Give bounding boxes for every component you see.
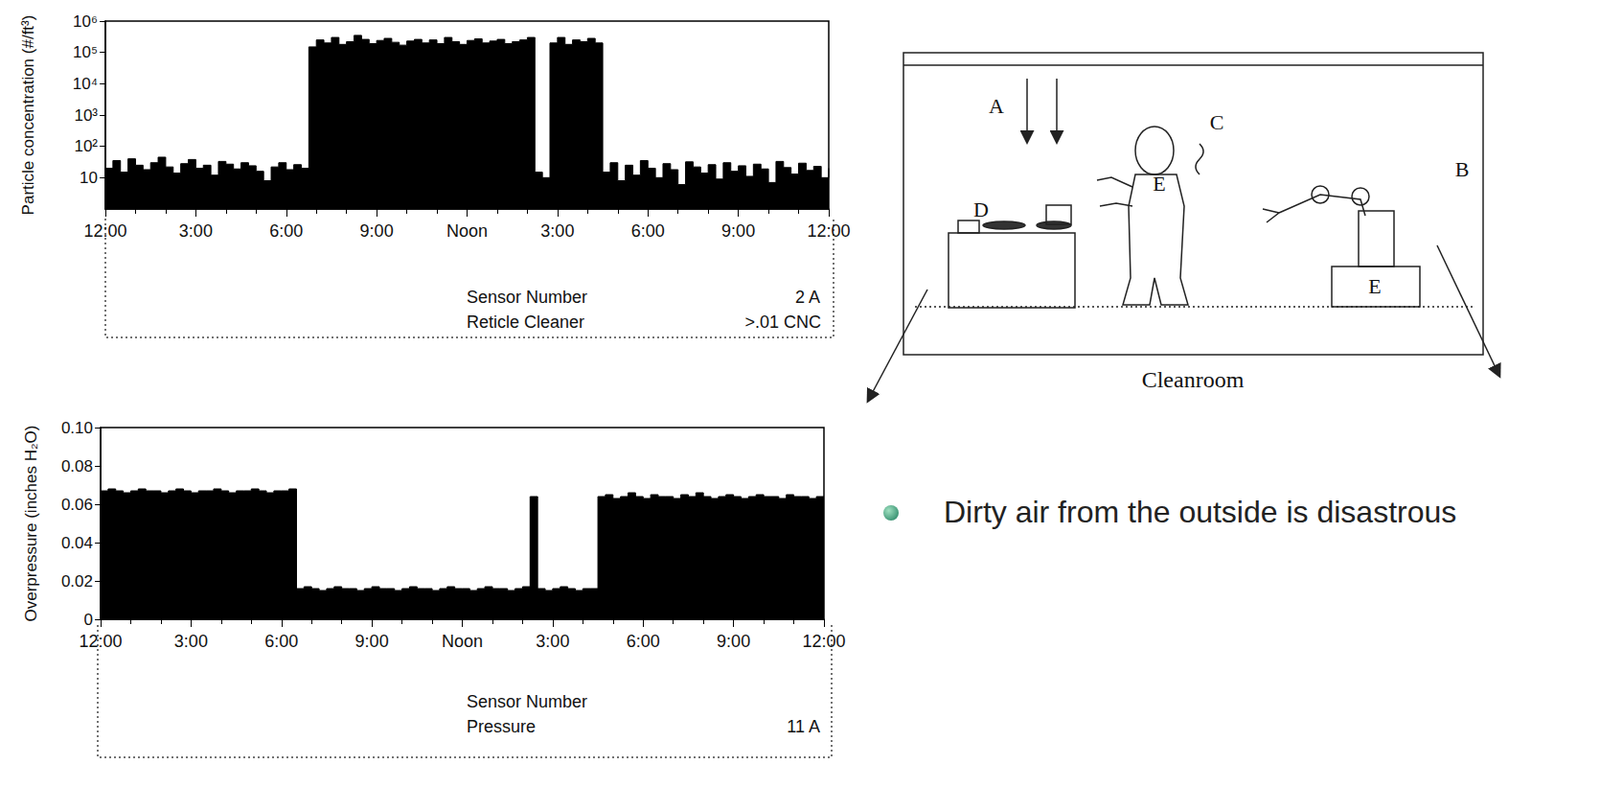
svg-text:9:00: 9:00 (721, 221, 755, 241)
svg-text:Sensor Number: Sensor Number (466, 287, 588, 307)
svg-text:3:00: 3:00 (174, 631, 208, 651)
svg-text:2 A: 2 A (795, 287, 821, 307)
svg-text:9:00: 9:00 (360, 221, 394, 241)
svg-text:11 A: 11 A (786, 716, 821, 736)
svg-text:10: 10 (79, 168, 98, 187)
svg-text:3:00: 3:00 (179, 221, 213, 241)
svg-text:D: D (973, 197, 989, 222)
svg-text:10³: 10³ (73, 106, 98, 125)
svg-text:A: A (988, 93, 1005, 118)
svg-text:6:00: 6:00 (269, 221, 303, 241)
svg-text:6:00: 6:00 (264, 631, 298, 651)
svg-text:6:00: 6:00 (626, 631, 661, 651)
svg-text:0.10: 0.10 (61, 418, 93, 437)
svg-text:12:00: 12:00 (801, 631, 846, 651)
svg-text:9:00: 9:00 (355, 631, 389, 651)
svg-text:Particle concentration (#/ft³): Particle concentration (#/ft³) (19, 15, 38, 216)
svg-text:9:00: 9:00 (716, 631, 751, 651)
svg-text:Overpressure (inches H₂O): Overpressure (inches H₂O) (22, 425, 41, 622)
svg-text:10²: 10² (73, 137, 98, 156)
svg-text:Sensor Number: Sensor Number (466, 691, 588, 711)
svg-text:12:00: 12:00 (83, 221, 127, 241)
svg-text:12:00: 12:00 (806, 221, 850, 241)
svg-text:Noon: Noon (441, 631, 483, 651)
svg-text:E: E (1152, 171, 1166, 196)
svg-text:10⁴: 10⁴ (72, 74, 98, 93)
svg-text:0.04: 0.04 (61, 533, 93, 552)
svg-text:E: E (1368, 274, 1381, 298)
svg-text:0.06: 0.06 (61, 495, 93, 514)
svg-text:Cleanroom: Cleanroom (1142, 366, 1245, 392)
svg-text:3:00: 3:00 (535, 631, 570, 651)
svg-text:6:00: 6:00 (631, 221, 665, 241)
svg-text:B: B (1455, 157, 1470, 182)
svg-text:Reticle Cleaner: Reticle Cleaner (466, 312, 585, 332)
svg-text:Pressure: Pressure (466, 716, 536, 736)
svg-text:0: 0 (84, 610, 93, 629)
svg-text:3:00: 3:00 (540, 221, 574, 241)
svg-text:C: C (1210, 110, 1225, 135)
html-text:Dirty air from the outside is: Dirty air from the outside is disastrous (943, 494, 1457, 529)
svg-text:10⁵: 10⁵ (72, 43, 98, 62)
svg-text:>.01 CNC: >.01 CNC (744, 312, 822, 332)
svg-text:Noon: Noon (446, 221, 488, 241)
svg-text:0.08: 0.08 (61, 457, 93, 476)
svg-text:0.02: 0.02 (61, 571, 93, 591)
svg-text:10⁶: 10⁶ (72, 12, 98, 31)
svg-text:12:00: 12:00 (78, 631, 122, 651)
